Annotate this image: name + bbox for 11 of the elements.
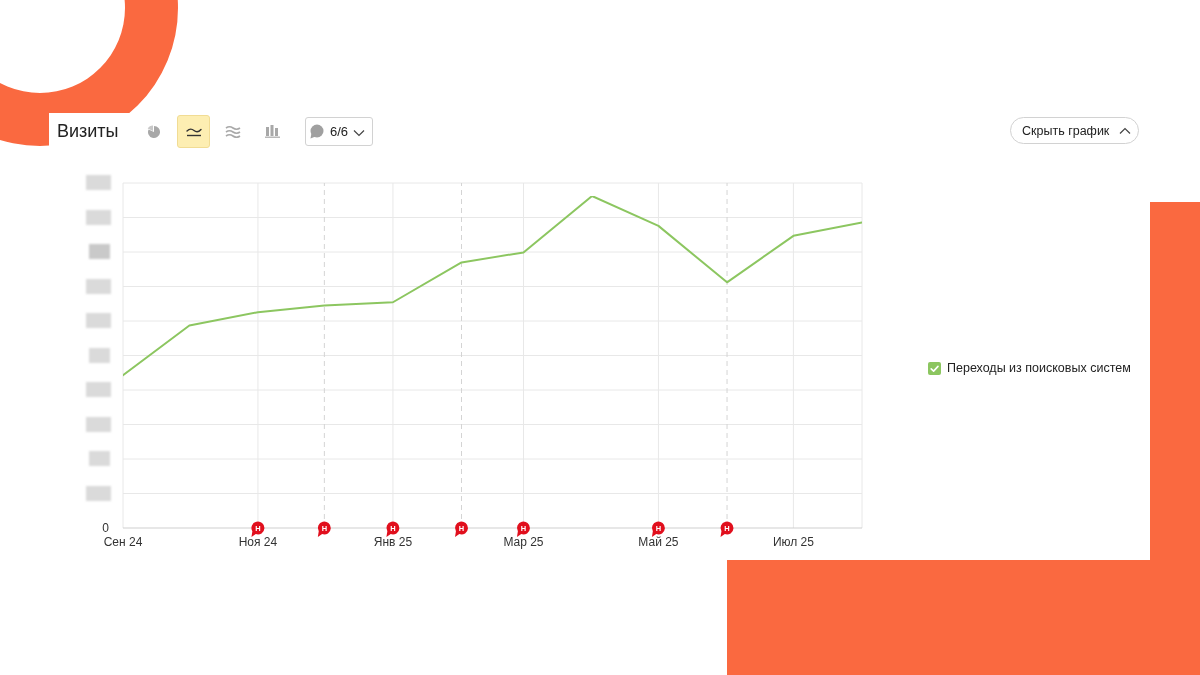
legend-label: Переходы из поисковых систем xyxy=(947,361,1131,375)
x-tick-label: Янв 25 xyxy=(373,534,413,549)
text: 0 xyxy=(102,521,110,535)
x-tick-label: Мар 25 xyxy=(503,534,544,549)
x-tick-label: Июл 25 xyxy=(772,534,815,549)
x-tick-label: Сен 24 xyxy=(103,534,143,549)
x-tick-label: Май 25 xyxy=(638,534,679,549)
chart-title: Визиты xyxy=(57,121,119,142)
button: Скрыть график xyxy=(1010,117,1139,144)
dropdown: 6/6 xyxy=(305,117,373,146)
x-tick-label: Ноя 24 xyxy=(238,534,278,549)
